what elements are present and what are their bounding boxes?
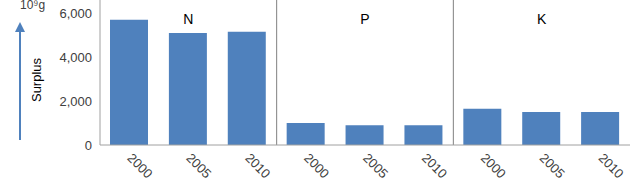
svg-text:2000: 2000: [124, 150, 155, 181]
svg-text:0: 0: [85, 138, 92, 153]
svg-text:2010: 2010: [596, 150, 627, 181]
html-text:Surplus: Surplus: [28, 58, 44, 102]
svg-text:2010: 2010: [419, 150, 450, 181]
svg-text:2005: 2005: [360, 150, 391, 181]
svg-text:P: P: [360, 11, 369, 27]
svg-text:K: K: [537, 11, 547, 27]
svg-text:2000: 2000: [301, 150, 332, 181]
svg-text:4,000: 4,000: [59, 50, 92, 65]
svg-text:2,000: 2,000: [59, 94, 92, 109]
svg-text:N: N: [183, 11, 193, 27]
svg-text:6,000: 6,000: [59, 6, 92, 21]
svg-text:2010: 2010: [242, 150, 273, 181]
svg-text:2005: 2005: [183, 150, 214, 181]
svg-text:2005: 2005: [537, 150, 568, 181]
svg-text:2000: 2000: [478, 150, 509, 181]
